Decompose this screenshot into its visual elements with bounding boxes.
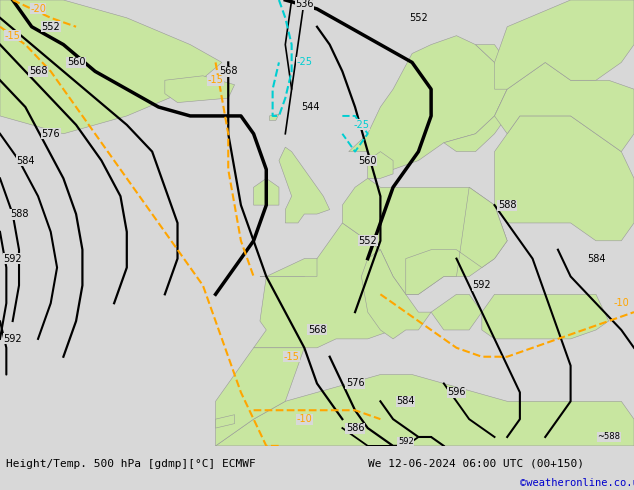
Polygon shape xyxy=(165,76,235,102)
Text: -10: -10 xyxy=(614,298,629,308)
Polygon shape xyxy=(431,294,482,330)
Polygon shape xyxy=(269,114,279,121)
Text: 560: 560 xyxy=(358,155,377,166)
Text: 568: 568 xyxy=(307,325,327,335)
Text: -25: -25 xyxy=(353,120,370,130)
Text: 588: 588 xyxy=(10,209,29,219)
Text: 568: 568 xyxy=(29,66,48,76)
Polygon shape xyxy=(254,223,406,348)
Text: 544: 544 xyxy=(301,102,320,112)
Text: -10: -10 xyxy=(297,414,312,424)
Text: 586: 586 xyxy=(346,423,365,433)
Polygon shape xyxy=(349,36,507,170)
Text: 576: 576 xyxy=(41,129,60,139)
Text: 552: 552 xyxy=(41,22,60,32)
Text: 584: 584 xyxy=(396,396,415,406)
Text: 552: 552 xyxy=(358,236,377,246)
Polygon shape xyxy=(342,178,507,294)
Polygon shape xyxy=(0,0,222,134)
Text: 592: 592 xyxy=(398,437,413,446)
Polygon shape xyxy=(216,374,634,446)
Polygon shape xyxy=(444,45,520,151)
Text: 560: 560 xyxy=(67,57,86,68)
Text: -20: -20 xyxy=(30,4,46,14)
Text: 584: 584 xyxy=(16,155,35,166)
Polygon shape xyxy=(216,415,235,428)
Polygon shape xyxy=(495,62,634,151)
Polygon shape xyxy=(482,294,609,339)
Text: -25: -25 xyxy=(296,57,313,68)
Text: We 12-06-2024 06:00 UTC (00+150): We 12-06-2024 06:00 UTC (00+150) xyxy=(368,459,584,468)
Text: 592: 592 xyxy=(3,254,22,264)
Text: -15: -15 xyxy=(283,352,300,362)
Text: 592: 592 xyxy=(472,280,491,291)
Polygon shape xyxy=(279,147,330,223)
Polygon shape xyxy=(368,151,393,178)
Text: 568: 568 xyxy=(219,66,238,76)
Text: ~588: ~588 xyxy=(597,433,620,441)
Polygon shape xyxy=(216,348,304,446)
Text: -15: -15 xyxy=(4,31,21,41)
Text: 596: 596 xyxy=(447,388,466,397)
Text: 588: 588 xyxy=(498,200,517,210)
Text: Height/Temp. 500 hPa [gdmp][°C] ECMWF: Height/Temp. 500 hPa [gdmp][°C] ECMWF xyxy=(6,459,256,468)
Polygon shape xyxy=(495,0,634,89)
Text: 536: 536 xyxy=(295,0,314,9)
Text: ©weatheronline.co.uk: ©weatheronline.co.uk xyxy=(520,478,634,489)
Polygon shape xyxy=(406,187,507,294)
Polygon shape xyxy=(260,259,317,276)
Polygon shape xyxy=(361,250,431,339)
Text: 576: 576 xyxy=(346,378,365,389)
Text: 592: 592 xyxy=(3,334,22,344)
Text: 584: 584 xyxy=(586,254,605,264)
Polygon shape xyxy=(254,178,279,205)
Text: 552: 552 xyxy=(409,13,428,23)
Polygon shape xyxy=(495,116,634,241)
Text: -15: -15 xyxy=(207,75,224,85)
